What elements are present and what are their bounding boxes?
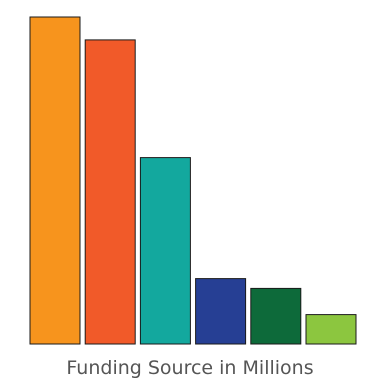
x-axis-label: Funding Source in Millions <box>66 357 313 379</box>
bar-6 <box>305 314 357 345</box>
bar-1 <box>29 16 81 345</box>
bars-group <box>29 16 357 345</box>
bar-3 <box>139 157 191 345</box>
bar-5 <box>250 287 302 345</box>
bar-4 <box>195 278 247 345</box>
bar-2 <box>84 39 136 345</box>
